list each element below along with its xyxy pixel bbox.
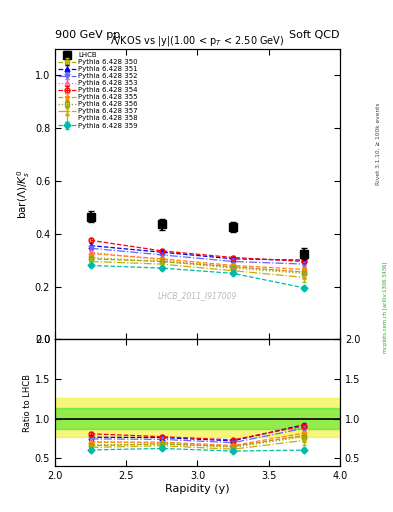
Y-axis label: bar($\Lambda$)/$K_s^0$: bar($\Lambda$)/$K_s^0$ xyxy=(15,169,32,219)
Bar xyxy=(55,408,340,429)
Title: $\bar{\Lambda}$/KOS vs |y|(1.00 < p$_T$ < 2.50 GeV): $\bar{\Lambda}$/KOS vs |y|(1.00 < p$_T$ … xyxy=(110,33,285,49)
Bar xyxy=(55,398,340,437)
Text: mcplots.cern.ch [arXiv:1306.3436]: mcplots.cern.ch [arXiv:1306.3436] xyxy=(383,262,387,353)
Text: Soft QCD: Soft QCD xyxy=(290,30,340,40)
X-axis label: Rapidity (y): Rapidity (y) xyxy=(165,483,230,494)
Legend: LHCB, Pythia 6.428 350, Pythia 6.428 351, Pythia 6.428 352, Pythia 6.428 353, Py: LHCB, Pythia 6.428 350, Pythia 6.428 351… xyxy=(57,51,139,130)
Text: 900 GeV pp: 900 GeV pp xyxy=(55,30,120,40)
Text: Rivet 3.1.10, ≥ 100k events: Rivet 3.1.10, ≥ 100k events xyxy=(376,102,380,185)
Text: LHCB_2011_I917009: LHCB_2011_I917009 xyxy=(158,291,237,301)
Y-axis label: Ratio to LHCB: Ratio to LHCB xyxy=(23,374,32,432)
